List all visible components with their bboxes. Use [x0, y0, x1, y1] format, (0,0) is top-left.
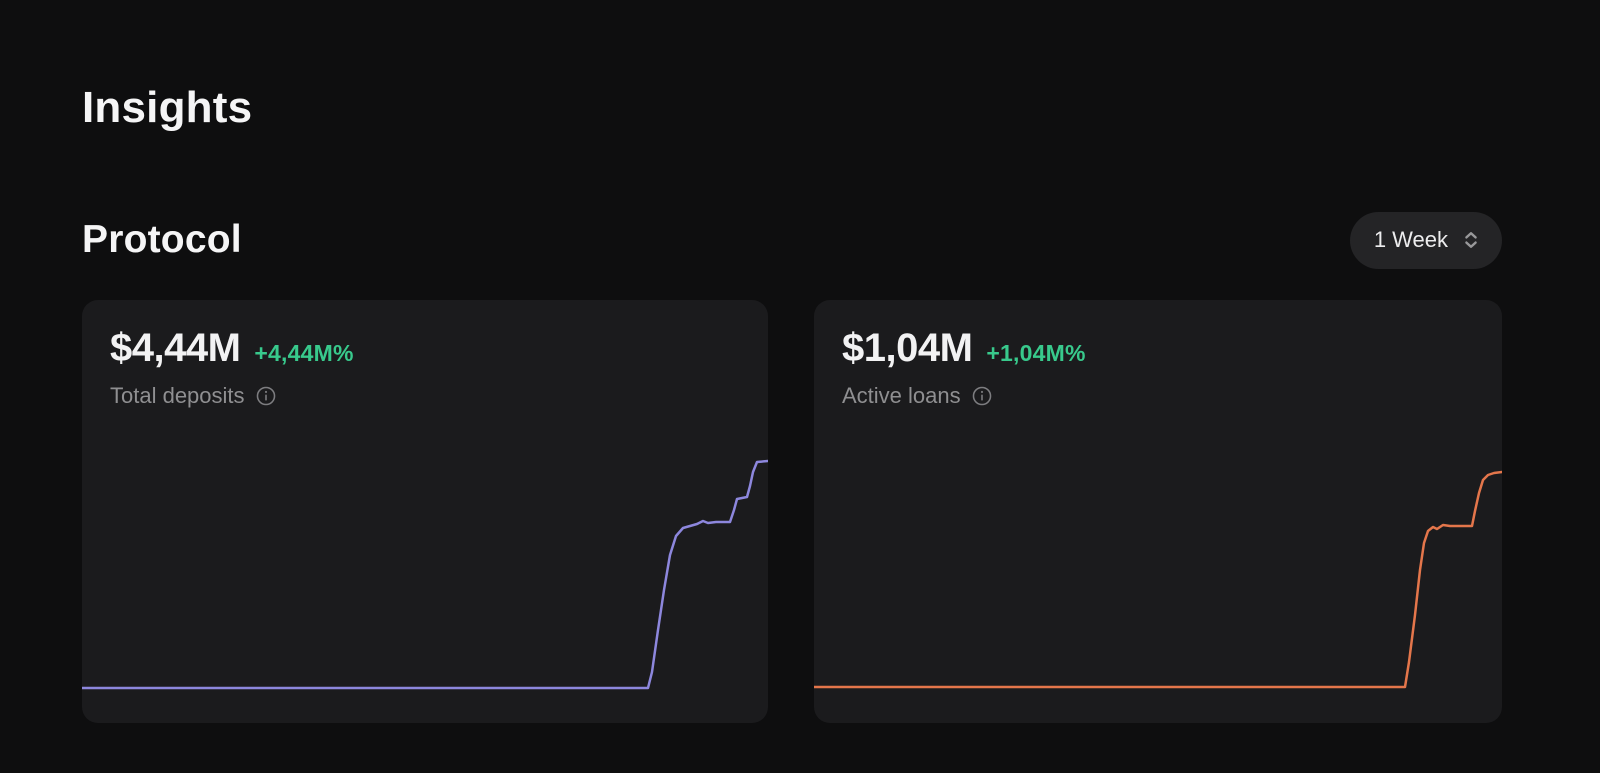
total-deposits-value: $4,44M [110, 326, 241, 370]
info-icon[interactable] [255, 385, 277, 407]
active-loans-delta: +1,04M% [986, 340, 1086, 366]
total-deposits-sparkline [82, 459, 768, 690]
protocol-section-header: Protocol 1 Week [82, 211, 1502, 269]
total-deposits-label: Total deposits [110, 383, 245, 408]
period-selector[interactable]: 1 Week [1349, 211, 1502, 269]
chevron-up-down-icon [1465, 232, 1477, 248]
active-loans-value: $1,04M [842, 326, 973, 370]
total-deposits-card: $4,44M +4,44M% Total deposits [82, 300, 768, 723]
info-icon[interactable] [971, 385, 993, 407]
active-loans-label: Active loans [842, 383, 961, 408]
active-loans-card: $1,04M +1,04M% Active loans [814, 300, 1502, 723]
section-title-protocol: Protocol [82, 218, 242, 261]
period-selector-value: 1 Week [1373, 227, 1448, 252]
page-title: Insights [82, 83, 253, 132]
active-loans-sparkline [814, 470, 1502, 689]
total-deposits-card-header: $4,44M +4,44M% Total deposits [110, 326, 354, 409]
total-deposits-delta: +4,44M% [254, 340, 354, 366]
active-loans-card-header: $1,04M +1,04M% Active loans [842, 326, 1086, 409]
